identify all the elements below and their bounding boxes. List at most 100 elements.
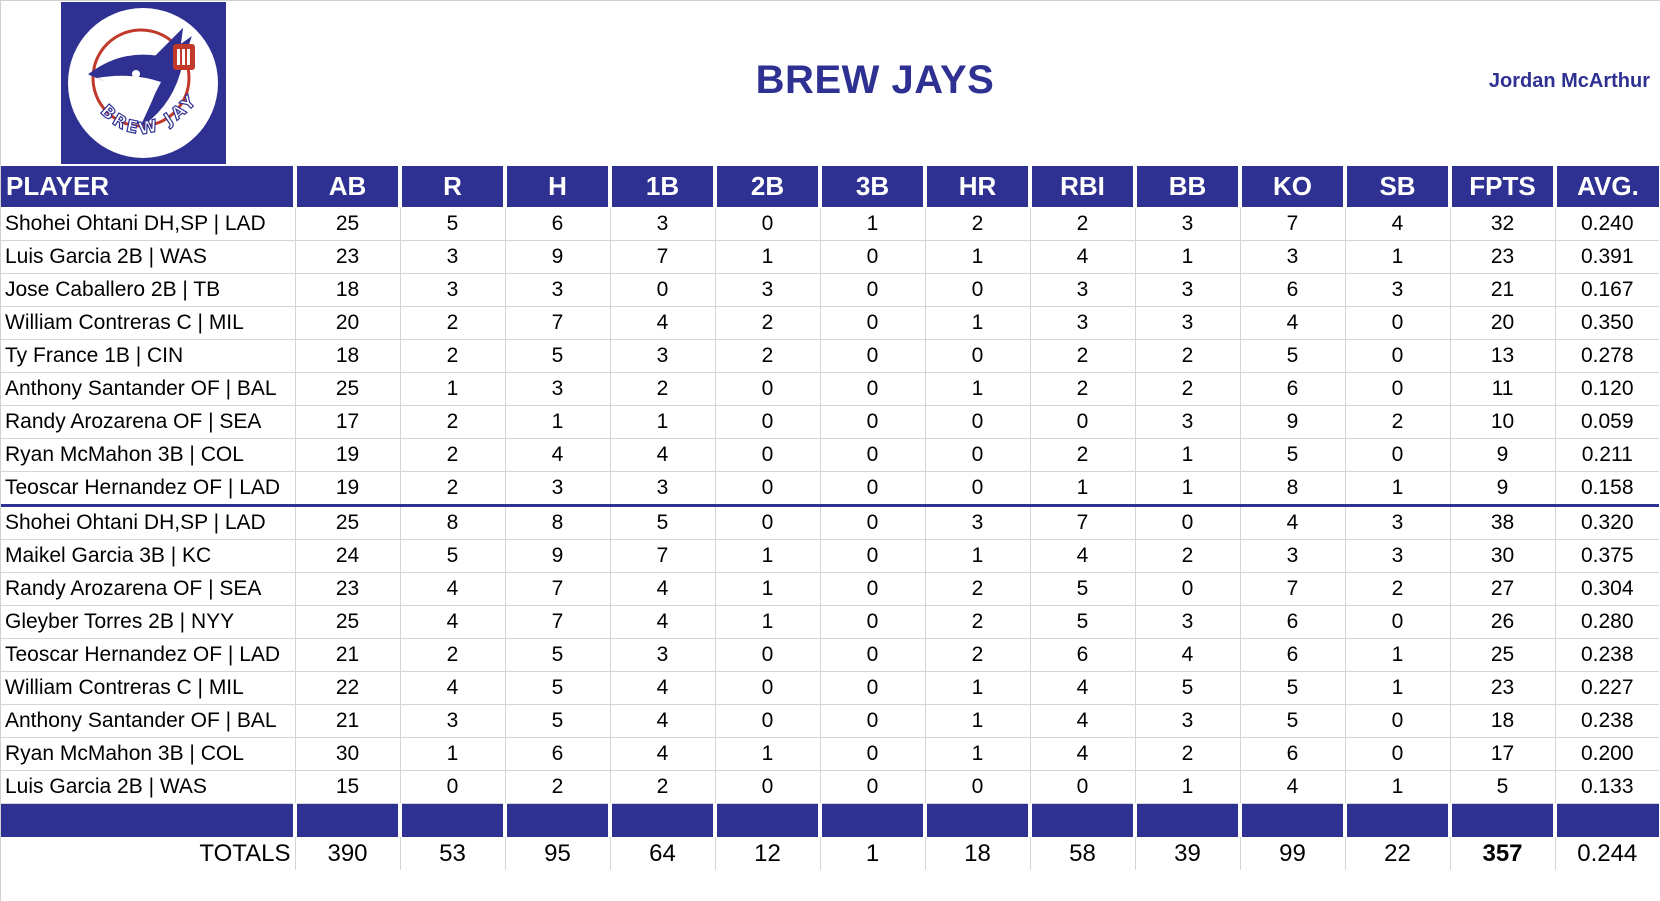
stat-cell-3b[interactable]: 0 xyxy=(819,605,925,639)
stat-cell-rbi[interactable]: 3 xyxy=(1029,273,1135,307)
stat-cell-1b[interactable]: 5 xyxy=(609,505,715,540)
stat-cell-r[interactable]: 3 xyxy=(399,273,505,307)
stat-cell-3b[interactable]: 0 xyxy=(819,638,925,672)
stat-cell-fpts[interactable]: 20 xyxy=(1449,306,1555,340)
stat-cell-hr[interactable]: 2 xyxy=(924,207,1030,241)
stat-cell-3b[interactable]: 0 xyxy=(819,273,925,307)
stat-cell-r[interactable]: 3 xyxy=(399,240,505,274)
stat-cell-rbi[interactable]: 2 xyxy=(1029,207,1135,241)
stat-cell-2b[interactable]: 3 xyxy=(714,273,820,307)
stat-cell-bb[interactable]: 3 xyxy=(1134,306,1240,340)
stat-cell-ab[interactable]: 21 xyxy=(294,638,400,672)
stat-cell-3b[interactable]: 0 xyxy=(819,704,925,738)
stat-cell-hr[interactable]: 0 xyxy=(924,405,1030,439)
player-name-cell[interactable]: Shohei Ohtani DH,SP | LAD xyxy=(1,505,295,540)
stat-cell-fpts[interactable]: 23 xyxy=(1449,240,1555,274)
stat-cell-bb[interactable]: 3 xyxy=(1134,405,1240,439)
stat-cell-avg[interactable]: 0.350 xyxy=(1554,306,1659,340)
stat-cell-rbi[interactable]: 1 xyxy=(1029,471,1135,507)
stat-cell-bb[interactable]: 1 xyxy=(1134,240,1240,274)
stat-cell-ab[interactable]: 19 xyxy=(294,471,400,507)
stat-cell-sb[interactable]: 4 xyxy=(1344,207,1450,241)
player-name-cell[interactable]: Ryan McMahon 3B | COL xyxy=(1,438,295,472)
stat-cell-sb[interactable]: 0 xyxy=(1344,306,1450,340)
stat-cell-ko[interactable]: 6 xyxy=(1239,273,1345,307)
stat-cell-h[interactable]: 6 xyxy=(504,207,610,241)
stat-cell-2b[interactable]: 0 xyxy=(714,207,820,241)
stat-cell-ko[interactable]: 5 xyxy=(1239,438,1345,472)
total-cell-hr[interactable]: 18 xyxy=(924,837,1030,870)
stat-cell-ab[interactable]: 18 xyxy=(294,273,400,307)
stat-cell-avg[interactable]: 0.280 xyxy=(1554,605,1659,639)
player-name-cell[interactable]: Ty France 1B | CIN xyxy=(1,339,295,373)
stat-cell-rbi[interactable]: 5 xyxy=(1029,572,1135,606)
stat-cell-bb[interactable]: 2 xyxy=(1134,372,1240,406)
column-header-3b[interactable]: 3B xyxy=(818,166,925,208)
stat-cell-1b[interactable]: 7 xyxy=(609,539,715,573)
stat-cell-ko[interactable]: 5 xyxy=(1239,671,1345,705)
stat-cell-ab[interactable]: 23 xyxy=(294,240,400,274)
stat-cell-ko[interactable]: 6 xyxy=(1239,638,1345,672)
column-header-ko[interactable]: KO xyxy=(1238,166,1345,208)
column-header-h[interactable]: H xyxy=(503,166,610,208)
stat-cell-2b[interactable]: 2 xyxy=(714,339,820,373)
player-name-cell[interactable]: William Contreras C | MIL xyxy=(1,306,295,340)
stat-cell-avg[interactable]: 0.133 xyxy=(1554,770,1659,804)
total-cell-rbi[interactable]: 58 xyxy=(1029,837,1135,870)
stat-cell-r[interactable]: 2 xyxy=(399,638,505,672)
stat-cell-h[interactable]: 7 xyxy=(504,306,610,340)
stat-cell-bb[interactable]: 1 xyxy=(1134,438,1240,472)
stat-cell-3b[interactable]: 0 xyxy=(819,505,925,540)
stat-cell-rbi[interactable]: 0 xyxy=(1029,770,1135,804)
stat-cell-sb[interactable]: 0 xyxy=(1344,605,1450,639)
stat-cell-fpts[interactable]: 32 xyxy=(1449,207,1555,241)
stat-cell-rbi[interactable]: 4 xyxy=(1029,671,1135,705)
total-cell-h[interactable]: 95 xyxy=(504,837,610,870)
stat-cell-r[interactable]: 8 xyxy=(399,505,505,540)
stat-cell-1b[interactable]: 2 xyxy=(609,770,715,804)
stat-cell-ab[interactable]: 17 xyxy=(294,405,400,439)
stat-cell-3b[interactable]: 0 xyxy=(819,405,925,439)
total-cell-sb[interactable]: 22 xyxy=(1344,837,1450,870)
stat-cell-3b[interactable]: 0 xyxy=(819,671,925,705)
stat-cell-r[interactable]: 0 xyxy=(399,770,505,804)
stat-cell-bb[interactable]: 2 xyxy=(1134,339,1240,373)
total-cell-bb[interactable]: 39 xyxy=(1134,837,1240,870)
stat-cell-sb[interactable]: 1 xyxy=(1344,471,1450,507)
stat-cell-ab[interactable]: 25 xyxy=(294,505,400,540)
stat-cell-fpts[interactable]: 11 xyxy=(1449,372,1555,406)
stat-cell-fpts[interactable]: 30 xyxy=(1449,539,1555,573)
stat-cell-fpts[interactable]: 25 xyxy=(1449,638,1555,672)
player-name-cell[interactable]: Randy Arozarena OF | SEA xyxy=(1,572,295,606)
stat-cell-bb[interactable]: 0 xyxy=(1134,572,1240,606)
stat-cell-sb[interactable]: 0 xyxy=(1344,438,1450,472)
stat-cell-hr[interactable]: 1 xyxy=(924,306,1030,340)
stat-cell-2b[interactable]: 0 xyxy=(714,770,820,804)
stat-cell-r[interactable]: 5 xyxy=(399,207,505,241)
stat-cell-ab[interactable]: 24 xyxy=(294,539,400,573)
stat-cell-rbi[interactable]: 2 xyxy=(1029,438,1135,472)
player-name-cell[interactable]: Ryan McMahon 3B | COL xyxy=(1,737,295,771)
stat-cell-avg[interactable]: 0.375 xyxy=(1554,539,1659,573)
stat-cell-avg[interactable]: 0.240 xyxy=(1554,207,1659,241)
player-name-cell[interactable]: Anthony Santander OF | BAL xyxy=(1,372,295,406)
stat-cell-sb[interactable]: 0 xyxy=(1344,372,1450,406)
column-header-bb[interactable]: BB xyxy=(1133,166,1240,208)
stat-cell-ab[interactable]: 25 xyxy=(294,372,400,406)
stat-cell-2b[interactable]: 0 xyxy=(714,372,820,406)
stat-cell-1b[interactable]: 4 xyxy=(609,671,715,705)
stat-cell-h[interactable]: 9 xyxy=(504,240,610,274)
stat-cell-ab[interactable]: 18 xyxy=(294,339,400,373)
stat-cell-hr[interactable]: 1 xyxy=(924,372,1030,406)
stat-cell-h[interactable]: 3 xyxy=(504,471,610,507)
stat-cell-ab[interactable]: 19 xyxy=(294,438,400,472)
stat-cell-1b[interactable]: 4 xyxy=(609,704,715,738)
stat-cell-1b[interactable]: 4 xyxy=(609,572,715,606)
stat-cell-r[interactable]: 2 xyxy=(399,471,505,507)
stat-cell-sb[interactable]: 1 xyxy=(1344,671,1450,705)
stat-cell-1b[interactable]: 2 xyxy=(609,372,715,406)
stat-cell-sb[interactable]: 0 xyxy=(1344,339,1450,373)
stat-cell-bb[interactable]: 0 xyxy=(1134,505,1240,540)
stat-cell-ab[interactable]: 23 xyxy=(294,572,400,606)
stat-cell-hr[interactable]: 0 xyxy=(924,438,1030,472)
